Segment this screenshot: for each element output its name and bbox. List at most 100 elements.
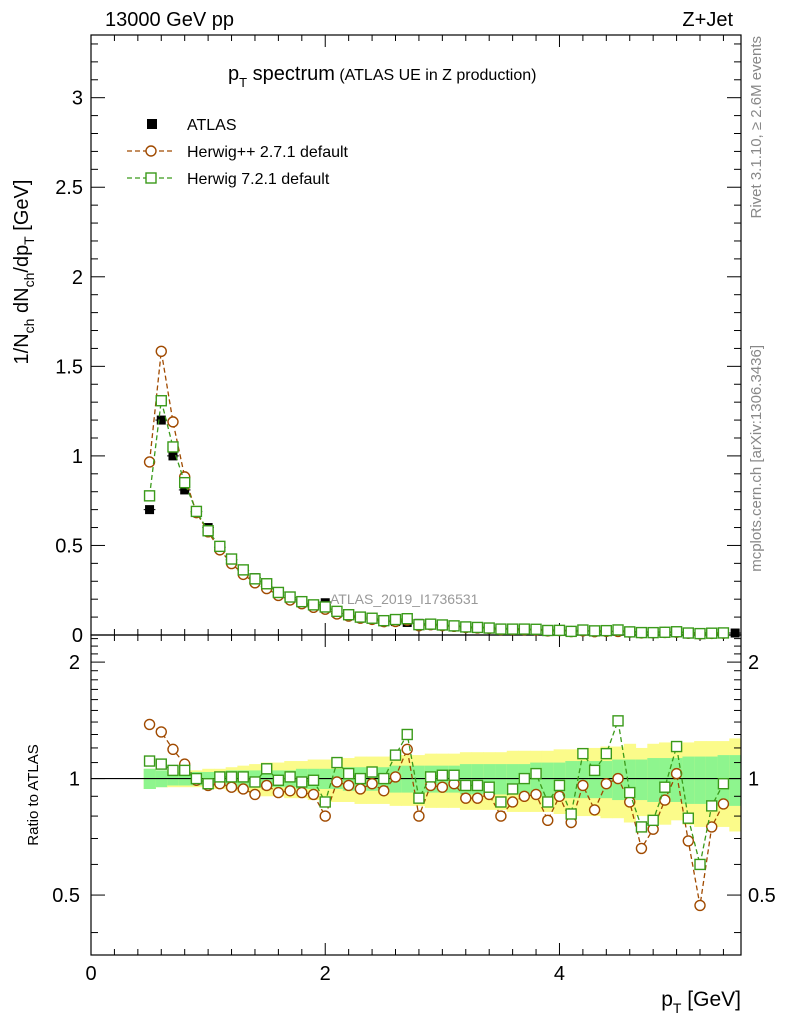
herwigpp-ratio-marker <box>272 786 285 799</box>
legend-entry: ATLAS <box>147 117 237 134</box>
herwigpp-ratio-marker <box>518 790 531 802</box>
herwig7-main-marker <box>214 540 226 553</box>
herwig7-main-marker <box>249 573 261 585</box>
atlas-point <box>145 505 155 515</box>
legend-label: Herwig++ 2.7.1 default <box>187 144 349 161</box>
herwig7-ratio-marker <box>506 783 519 795</box>
herwig7-main-marker <box>483 622 495 634</box>
herwigpp-ratio-marker <box>167 743 179 756</box>
ratio-y-tick-label-right: 0.5 <box>748 885 776 907</box>
herwig7-main-marker <box>577 624 589 636</box>
ratio-plot-frame <box>90 634 742 956</box>
herwig7-main-marker <box>460 621 472 633</box>
herwigpp-ratio-marker <box>436 781 449 793</box>
ratio-y-tick-label: 1 <box>69 769 80 791</box>
herwigpp-main-marker <box>155 345 167 357</box>
ratio-y-tick-label: 2 <box>69 652 80 674</box>
herwigpp-ratio-marker <box>354 783 367 795</box>
herwig7-main-marker <box>354 611 367 623</box>
herwigpp-ratio-marker <box>155 726 167 738</box>
x-tick-label: 2 <box>320 963 331 985</box>
y-tick-label: 0.5 <box>55 535 83 557</box>
atlas-point <box>156 415 166 425</box>
herwigpp-ratio-marker <box>659 794 671 806</box>
herwig7-main-marker <box>553 624 566 637</box>
herwigpp-ratio-marker <box>706 821 718 833</box>
herwig7-ratio-marker <box>272 774 285 786</box>
herwig7-main-marker <box>635 626 648 639</box>
herwig7-ratio-marker <box>635 821 648 833</box>
x-tick-label: 0 <box>85 963 96 985</box>
herwigpp-ratio-marker <box>143 718 156 731</box>
herwig7-ratio-marker <box>436 769 449 781</box>
herwig7-main-marker <box>542 624 554 637</box>
herwig7-main-marker <box>495 623 507 635</box>
herwig7-ratio-marker <box>413 792 425 804</box>
band-inner-bin <box>670 758 683 802</box>
legend-entry: Herwig++ 2.7.1 default <box>127 144 349 161</box>
herwig7-ratio-marker <box>600 747 613 760</box>
herwig7-main-marker <box>612 624 624 636</box>
herwig7-main-marker <box>202 525 214 537</box>
rivet-label: Rivet 3.1.10, ≥ 2.6M events <box>748 36 765 219</box>
herwig7-ratio-marker <box>460 779 472 792</box>
legend: ATLAS Herwig++ 2.7.1 default Herwig 7.2.1 … <box>127 117 349 188</box>
header-right: Z+Jet <box>682 9 733 31</box>
herwig7-ratio-marker <box>307 774 320 786</box>
herwig7-ratio-marker <box>588 764 601 777</box>
herwig7-main-marker <box>647 626 659 639</box>
herwig7-ratio-marker <box>483 781 495 793</box>
herwigpp-ratio-marker <box>389 771 402 783</box>
herwig7-main-marker <box>413 618 425 631</box>
herwig7-ratio-marker <box>471 779 484 792</box>
herwigpp-ratio-marker <box>612 772 624 785</box>
herwigpp-ratio-marker <box>542 814 554 827</box>
herwigpp-ratio-marker <box>225 781 238 793</box>
mcplots-label: mcplots.cern.ch [arXiv:1306.3436] <box>748 345 765 572</box>
title-small: (ATLAS UE in Z production) <box>335 67 537 84</box>
legend-label: ATLAS <box>187 117 237 134</box>
herwigpp-ratio-marker <box>237 783 249 795</box>
herwig7-ratio-marker <box>401 728 413 741</box>
herwigpp-ratio-marker <box>249 788 261 801</box>
herwig7-ratio-marker <box>167 764 179 777</box>
herwig7-ratio-marker <box>553 779 566 792</box>
legend-label: Herwig 7.2.1 default <box>187 171 330 188</box>
ratio-y-tick-label-right: 1 <box>748 769 759 791</box>
herwig7-ratio-marker <box>495 796 507 808</box>
herwig7-ratio-marker <box>530 767 542 780</box>
herwig7-ratio-marker <box>319 796 331 808</box>
herwig7-main-marker <box>319 601 331 613</box>
herwig7-ratio-marker <box>378 772 390 785</box>
herwig7-ratio-marker <box>342 767 355 780</box>
herwig7-main-marker <box>389 613 402 626</box>
band-inner-bin <box>541 762 555 797</box>
herwig7-main-marker <box>401 613 413 625</box>
herwig7-ratio-marker <box>225 771 238 783</box>
herwigpp-ratio-marker <box>366 777 378 790</box>
herwigpp-ratio-marker <box>342 779 355 792</box>
herwig7-main-marker <box>506 623 519 635</box>
herwig7-ratio-marker <box>694 858 706 871</box>
herwig7-main-marker <box>694 627 706 640</box>
herwig7-ratio-marker <box>389 749 402 761</box>
herwig7-ratio-marker <box>424 771 437 783</box>
herwig7-ratio-marker <box>178 764 191 777</box>
herwig7-main-marker <box>471 621 484 634</box>
herwig7-main-marker <box>682 627 694 639</box>
herwig7-ratio-marker <box>155 758 167 770</box>
herwig7-ratio-marker <box>647 814 659 827</box>
herwig7-main-marker <box>167 441 179 453</box>
herwigpp-ratio-marker <box>284 785 296 797</box>
band-inner-bin <box>705 756 719 804</box>
y-tick-label: 3 <box>72 88 83 110</box>
herwig7-ratio-marker <box>354 772 367 785</box>
herwig7-main-marker <box>272 586 285 599</box>
herwig7-main-marker <box>331 605 343 618</box>
herwig7-ratio-marker <box>202 777 214 790</box>
herwigpp-ratio-marker <box>577 779 589 792</box>
legend-entry: Herwig 7.2.1 default <box>127 171 330 188</box>
y-tick-label: 1.5 <box>55 356 83 378</box>
herwig7-ratio-marker <box>190 772 203 785</box>
herwig7-main-marker <box>588 625 601 637</box>
